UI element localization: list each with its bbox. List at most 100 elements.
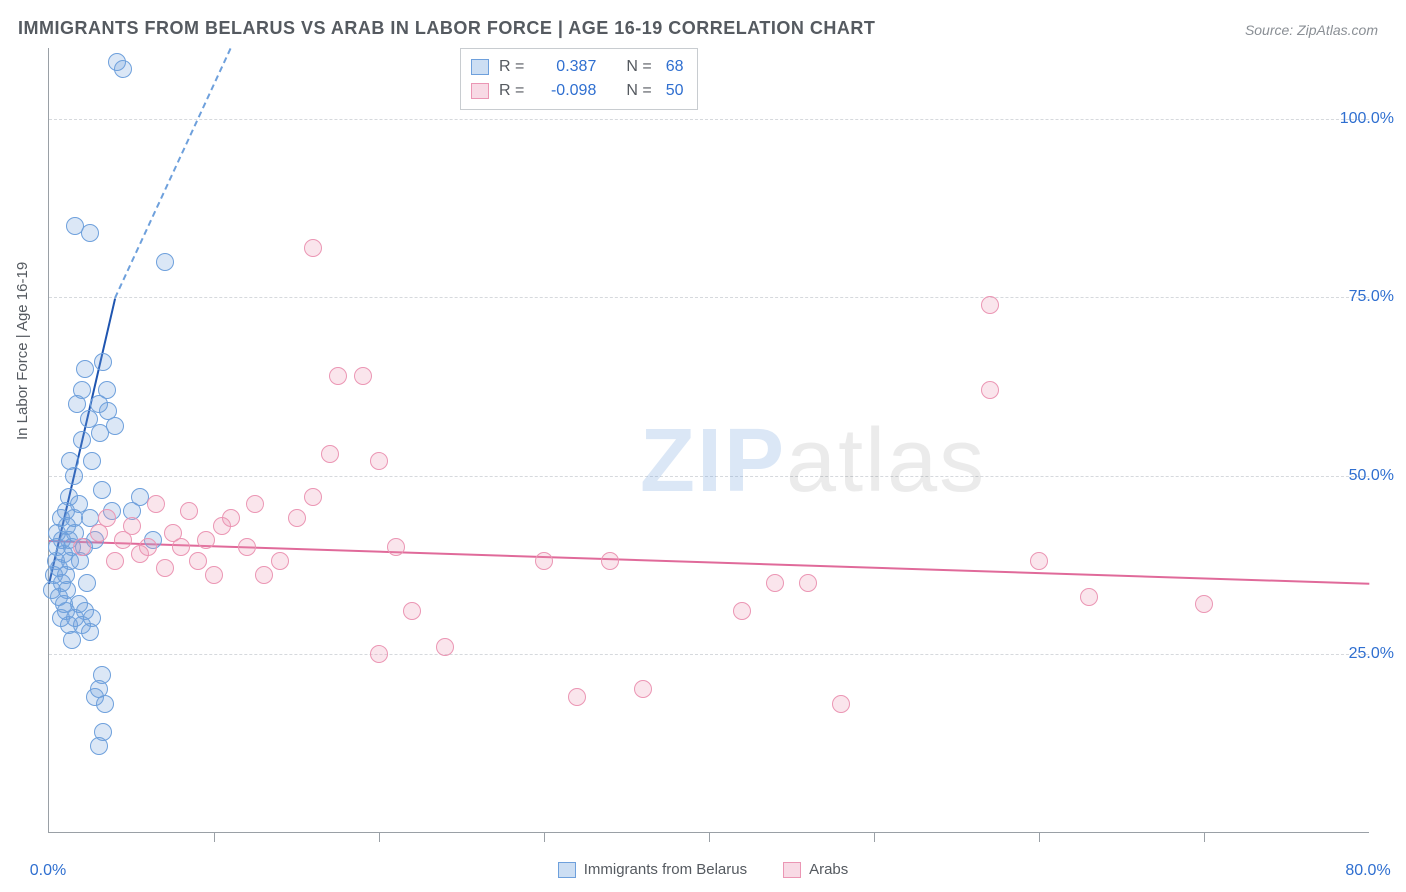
scatter-point — [766, 574, 784, 592]
legend-swatch — [471, 59, 489, 75]
source-attribution: Source: ZipAtlas.com — [1245, 22, 1378, 38]
y-axis-title: In Labor Force | Age 16-19 — [14, 262, 31, 440]
scatter-point — [304, 239, 322, 257]
scatter-point — [81, 224, 99, 242]
scatter-point — [106, 552, 124, 570]
scatter-point — [288, 509, 306, 527]
scatter-point — [1195, 595, 1213, 613]
legend-item: Immigrants from Belarus — [558, 861, 747, 878]
x-tick — [709, 832, 710, 842]
gridline-h — [49, 119, 1369, 120]
r-label: R = — [499, 82, 524, 100]
scatter-point — [57, 602, 75, 620]
scatter-point — [123, 517, 141, 535]
scatter-point — [172, 538, 190, 556]
scatter-point — [329, 367, 347, 385]
scatter-point — [246, 495, 264, 513]
scatter-point — [98, 509, 116, 527]
y-tick-label: 75.0% — [1349, 288, 1394, 306]
x-tick-label: 80.0% — [1345, 862, 1390, 880]
x-tick — [544, 832, 545, 842]
scatter-point — [535, 552, 553, 570]
scatter-point — [601, 552, 619, 570]
legend-item: Arabs — [783, 861, 848, 878]
scatter-point — [78, 574, 96, 592]
scatter-point — [238, 538, 256, 556]
scatter-point — [73, 431, 91, 449]
scatter-point — [156, 253, 174, 271]
scatter-point — [370, 452, 388, 470]
legend-label: Immigrants from Belarus — [584, 861, 747, 878]
correlation-legend: R = 0.387 N = 68 R = -0.098 N = 50 — [460, 48, 698, 110]
scatter-point — [321, 445, 339, 463]
scatter-point — [255, 566, 273, 584]
scatter-point — [568, 688, 586, 706]
scatter-point — [271, 552, 289, 570]
scatter-point — [147, 495, 165, 513]
n-value: 68 — [666, 58, 684, 76]
gridline-h — [49, 297, 1369, 298]
scatter-point — [114, 60, 132, 78]
scatter-point — [83, 452, 101, 470]
scatter-point — [222, 509, 240, 527]
scatter-point — [981, 296, 999, 314]
scatter-point — [93, 666, 111, 684]
x-tick-label: 0.0% — [30, 862, 66, 880]
scatter-plot-area — [48, 48, 1369, 833]
scatter-point — [131, 488, 149, 506]
scatter-point — [197, 531, 215, 549]
r-value: -0.098 — [538, 82, 596, 100]
scatter-point — [139, 538, 157, 556]
scatter-point — [370, 645, 388, 663]
series-legend: Immigrants from Belarus Arabs — [0, 861, 1406, 878]
n-label: N = — [626, 82, 651, 100]
scatter-point — [94, 353, 112, 371]
x-tick — [379, 832, 380, 842]
scatter-point — [832, 695, 850, 713]
scatter-point — [799, 574, 817, 592]
r-label: R = — [499, 58, 524, 76]
chart-title: IMMIGRANTS FROM BELARUS VS ARAB IN LABOR… — [18, 18, 875, 39]
scatter-point — [189, 552, 207, 570]
scatter-point — [354, 367, 372, 385]
n-label: N = — [626, 58, 651, 76]
scatter-point — [73, 381, 91, 399]
scatter-point — [634, 680, 652, 698]
gridline-h — [49, 476, 1369, 477]
scatter-point — [65, 467, 83, 485]
gridline-h — [49, 654, 1369, 655]
x-tick — [1039, 832, 1040, 842]
correlation-legend-row: R = -0.098 N = 50 — [471, 79, 683, 103]
scatter-point — [304, 488, 322, 506]
x-tick — [874, 832, 875, 842]
scatter-point — [1030, 552, 1048, 570]
legend-swatch — [783, 862, 801, 878]
scatter-point — [436, 638, 454, 656]
scatter-point — [1080, 588, 1098, 606]
n-value: 50 — [666, 82, 684, 100]
x-tick — [214, 832, 215, 842]
scatter-point — [733, 602, 751, 620]
scatter-point — [76, 360, 94, 378]
scatter-point — [73, 538, 91, 556]
scatter-point — [180, 502, 198, 520]
scatter-point — [981, 381, 999, 399]
legend-label: Arabs — [809, 861, 848, 878]
scatter-point — [93, 481, 111, 499]
r-value: 0.387 — [538, 58, 596, 76]
y-tick-label: 100.0% — [1340, 110, 1394, 128]
scatter-point — [106, 417, 124, 435]
y-tick-label: 50.0% — [1349, 467, 1394, 485]
y-tick-label: 25.0% — [1349, 645, 1394, 663]
scatter-point — [156, 559, 174, 577]
scatter-point — [403, 602, 421, 620]
scatter-point — [86, 688, 104, 706]
legend-swatch — [471, 83, 489, 99]
scatter-point — [94, 723, 112, 741]
correlation-legend-row: R = 0.387 N = 68 — [471, 55, 683, 79]
scatter-point — [387, 538, 405, 556]
scatter-point — [98, 381, 116, 399]
legend-swatch — [558, 862, 576, 878]
x-tick — [1204, 832, 1205, 842]
scatter-point — [205, 566, 223, 584]
